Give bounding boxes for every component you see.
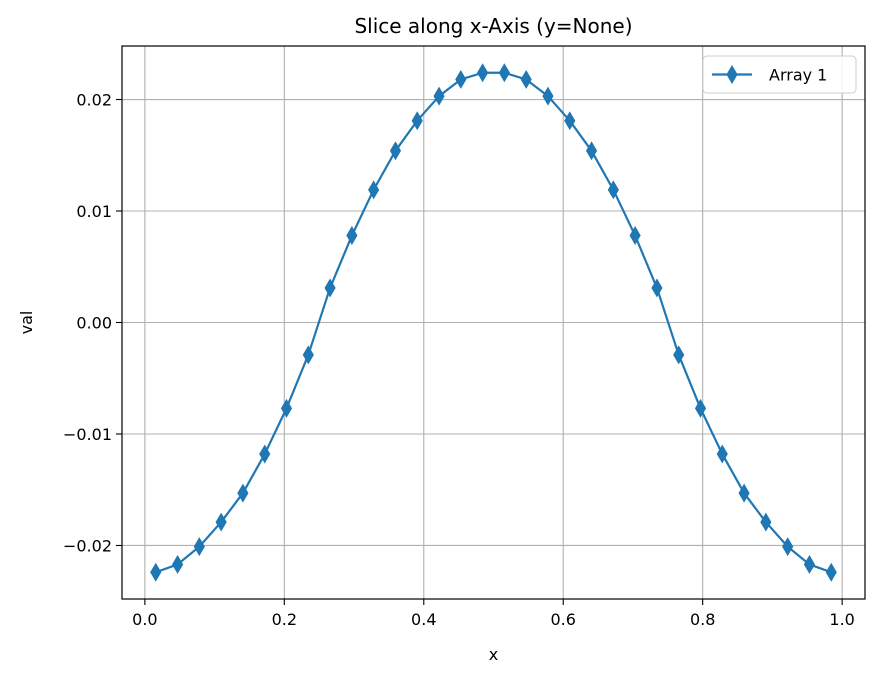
x-tick-label: 0.2 — [272, 610, 297, 629]
series-line — [155, 71, 832, 574]
y-tick-label: 0.00 — [76, 314, 112, 333]
data-point — [368, 180, 380, 200]
data-point — [280, 398, 293, 418]
chart-title: Slice along x-Axis (y=None) — [354, 14, 632, 38]
data-point — [782, 537, 794, 557]
data-point — [825, 562, 837, 582]
data-point — [346, 226, 358, 246]
data-point — [150, 562, 162, 582]
data-point — [694, 398, 707, 418]
x-tick-label: 1.0 — [829, 610, 854, 629]
y-tick-label: −0.01 — [63, 425, 112, 444]
ticks: 0.0 0.2 0.4 0.6 0.8 1.0 −0.02 −0.01 0.00 0.01 0.02 — [63, 91, 855, 629]
data-point — [564, 111, 576, 131]
data-point — [607, 180, 619, 200]
data-point — [716, 444, 728, 464]
data-point — [629, 226, 641, 246]
legend: Array 1 — [702, 55, 857, 94]
x-tick-label: 0.0 — [132, 610, 157, 629]
data-point — [455, 69, 467, 89]
y-tick-label: 0.02 — [76, 91, 112, 110]
data-point — [193, 537, 205, 557]
data-point — [171, 554, 184, 574]
data-point — [673, 345, 685, 365]
series-layer — [150, 63, 837, 582]
legend-label: Array 1 — [769, 66, 827, 85]
data-point — [324, 278, 336, 298]
x-tick-label: 0.6 — [550, 610, 575, 629]
data-point — [520, 69, 532, 89]
data-point — [237, 483, 249, 503]
data-point — [389, 141, 402, 161]
x-tick-label: 0.4 — [411, 610, 436, 629]
data-point — [803, 554, 816, 574]
data-point — [760, 512, 772, 532]
data-point — [477, 63, 489, 83]
x-axis-label: x — [489, 645, 498, 664]
legend-box — [702, 55, 857, 94]
data-point — [302, 345, 314, 365]
data-point — [259, 444, 271, 464]
y-axis-label: val — [17, 311, 36, 335]
y-tick-label: 0.01 — [76, 202, 112, 221]
data-point — [585, 141, 598, 161]
data-point — [433, 86, 445, 106]
data-point — [498, 63, 510, 83]
data-point — [411, 111, 423, 131]
y-tick-label: −0.02 — [63, 536, 112, 555]
data-point — [542, 86, 554, 106]
grid — [122, 46, 865, 599]
data-point — [651, 278, 663, 298]
x-tick-label: 0.8 — [690, 610, 715, 629]
legend-marker — [726, 65, 738, 84]
data-point — [215, 512, 227, 532]
data-point — [738, 483, 750, 503]
